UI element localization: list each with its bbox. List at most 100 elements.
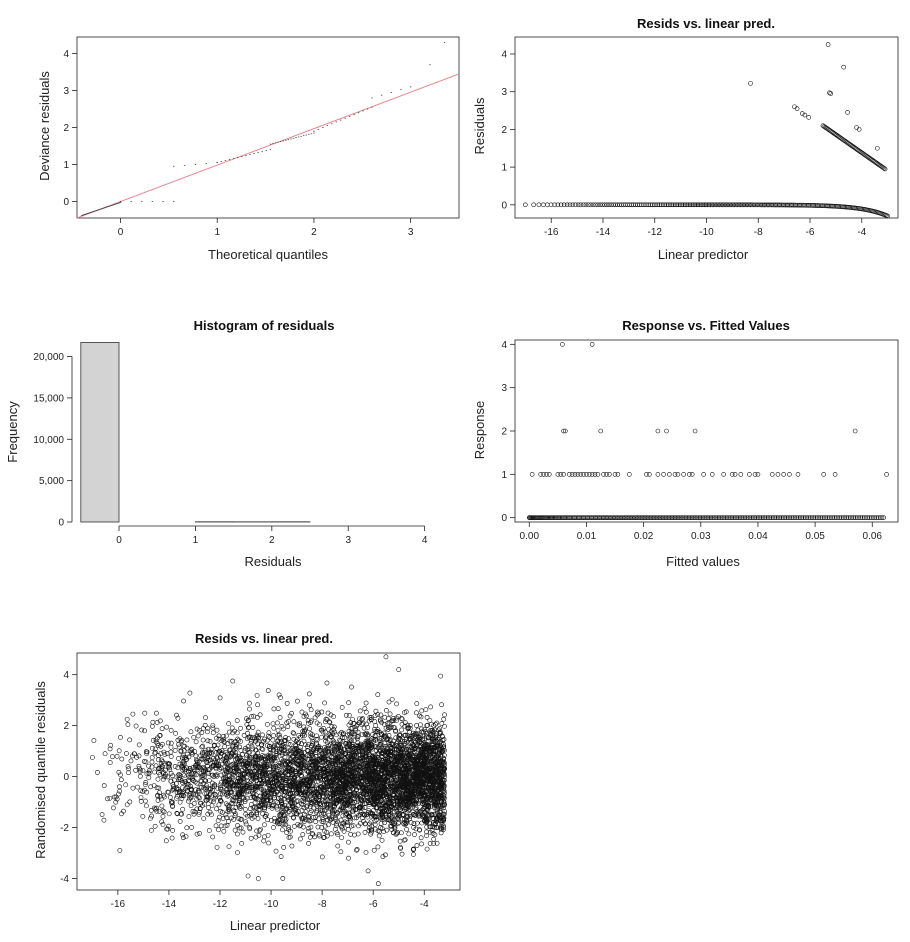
- rqr-point: [279, 801, 285, 807]
- hist-x-tick-label: 2: [269, 535, 275, 546]
- rqr-point: [284, 720, 290, 726]
- rqr-point: [197, 795, 202, 801]
- rf-point: [567, 472, 572, 477]
- rf-point: [550, 515, 556, 520]
- qq-point: [106, 206, 109, 208]
- hist-y-tick-label: 0: [58, 518, 64, 529]
- rf-point: [696, 515, 701, 520]
- hist-y-tick-label: 10,000: [33, 435, 64, 446]
- rqr-point: [188, 729, 194, 735]
- rf-point: [575, 472, 581, 477]
- rf-x-tick-label: 0.04: [748, 531, 768, 542]
- qq-point: [305, 134, 307, 136]
- rf-point: [682, 515, 687, 520]
- rqr-point: [152, 823, 158, 829]
- rqr-point: [148, 815, 153, 821]
- qq-point: [194, 164, 197, 165]
- rf-point: [681, 472, 686, 477]
- rf-point: [623, 515, 629, 520]
- rf-point: [694, 515, 700, 520]
- rqr-point: [214, 727, 220, 733]
- rf-point: [674, 515, 679, 520]
- rqr-point: [187, 690, 193, 696]
- rf-point: [716, 515, 722, 520]
- rlp-point: [545, 202, 550, 208]
- rqr-point: [165, 789, 171, 795]
- rf-point: [592, 472, 598, 477]
- rf-point: [777, 515, 783, 520]
- rf-point: [851, 515, 856, 520]
- rqr-point: [136, 753, 142, 759]
- rqr-point: [130, 785, 136, 791]
- rqr-point: [226, 729, 232, 735]
- qq-point: [162, 200, 164, 202]
- rqr-point: [186, 814, 192, 819]
- rqr-point: [278, 854, 284, 859]
- rqr-point: [295, 698, 300, 704]
- rqr-y-tick-label: 2: [63, 721, 69, 732]
- rqr-point: [201, 816, 207, 821]
- rqr-point: [167, 794, 173, 800]
- qq-point: [331, 123, 333, 125]
- rlp-point: [689, 202, 694, 208]
- rqr-point: [434, 808, 440, 814]
- rlp-point: [651, 202, 657, 208]
- rlp-point: [604, 202, 610, 208]
- rqr-point: [165, 774, 171, 780]
- rf-point: [659, 515, 664, 520]
- rqr-point: [181, 698, 186, 704]
- rf-point: [711, 515, 717, 520]
- rf-x-tick-label: 0.02: [634, 531, 654, 542]
- rlp-point: [665, 202, 671, 208]
- rqr-point: [266, 730, 272, 736]
- rf-point: [796, 515, 801, 520]
- rlp-point: [674, 202, 680, 208]
- rlp-y-tick-label: 1: [501, 163, 507, 174]
- rlp-point: [664, 202, 669, 208]
- rqr-point: [142, 728, 148, 734]
- rqr-point: [230, 761, 236, 767]
- qq-point: [257, 152, 259, 154]
- rqr-point: [91, 738, 97, 743]
- rf-point: [584, 472, 589, 477]
- rf-point: [715, 515, 720, 520]
- rlp-plot-frame: [514, 36, 899, 219]
- rlp-x-tick-label: -4: [857, 227, 866, 238]
- rf-point: [853, 515, 858, 520]
- rf-point: [830, 515, 836, 520]
- rlp-point: [659, 202, 664, 208]
- rlp-point: [667, 202, 673, 208]
- rf-point: [629, 515, 635, 520]
- rlp-point: [702, 202, 707, 208]
- rqr-point: [239, 816, 244, 822]
- rf-point: [877, 515, 883, 520]
- rf-point: [760, 515, 766, 520]
- rlp-point: [523, 202, 528, 208]
- rlp-x-label: Linear predictor: [658, 247, 749, 262]
- rf-point: [721, 472, 726, 477]
- rqr-point: [331, 724, 337, 730]
- rqr-point: [238, 825, 244, 831]
- rf-y-tick-label: 1: [501, 470, 507, 481]
- qq-point: [279, 141, 282, 142]
- rlp-point: [874, 145, 880, 151]
- qq-point: [91, 211, 94, 213]
- rf-point: [572, 472, 578, 477]
- qq-point: [297, 136, 300, 138]
- qq-point: [269, 149, 272, 151]
- rqr-point: [280, 875, 286, 881]
- rf-point: [865, 515, 871, 520]
- rqr-point: [217, 782, 223, 788]
- rlp-point: [644, 202, 650, 208]
- histogram-panel: Histogram of residuals Residuals Frequen…: [5, 318, 428, 569]
- rqr-point: [329, 808, 335, 813]
- rlp-point: [827, 90, 832, 96]
- rqr-point: [313, 819, 319, 825]
- rqr-point: [287, 742, 293, 747]
- qq-point: [322, 127, 324, 128]
- rqr-point: [226, 844, 232, 849]
- rf-point: [787, 515, 793, 520]
- rlp-point: [717, 202, 723, 208]
- qq-point: [274, 142, 277, 144]
- rqr-point: [148, 784, 154, 790]
